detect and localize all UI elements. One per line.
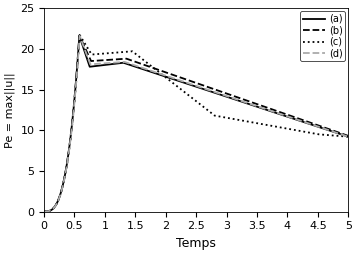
(c)	[95, 53, 99, 56]
(a)	[159, 74, 163, 77]
(b)	[77, 43, 81, 46]
(d)	[77, 47, 81, 50]
(b)	[340, 132, 345, 135]
(d)	[42, 210, 46, 213]
(a)	[172, 78, 176, 81]
(d)	[159, 73, 163, 76]
(c)	[42, 210, 46, 213]
(b)	[308, 121, 312, 124]
(a)	[42, 210, 46, 213]
(b)	[346, 134, 350, 137]
(d)	[308, 122, 312, 125]
(c)	[77, 46, 81, 50]
(a)	[77, 34, 82, 37]
(c)	[308, 131, 312, 134]
(c)	[159, 72, 163, 75]
(d)	[346, 135, 350, 138]
(b)	[42, 210, 46, 213]
(b)	[95, 59, 99, 62]
(b)	[77, 34, 82, 37]
(a)	[308, 122, 312, 125]
(b)	[172, 74, 176, 77]
(b)	[159, 69, 163, 72]
(a)	[77, 43, 81, 46]
(c)	[78, 34, 82, 37]
(a)	[340, 133, 345, 136]
(a)	[346, 135, 350, 138]
X-axis label: Temps: Temps	[176, 237, 216, 250]
Line: (c): (c)	[44, 35, 348, 212]
(d)	[78, 34, 82, 37]
(d)	[340, 133, 345, 136]
(d)	[172, 77, 176, 80]
(a)	[95, 64, 99, 67]
Legend: (a), (b), (c), (d): (a), (b), (c), (d)	[300, 11, 345, 61]
Line: (d): (d)	[44, 36, 348, 212]
(d)	[95, 62, 99, 65]
(c)	[346, 135, 350, 138]
Line: (a): (a)	[44, 36, 348, 212]
Line: (b): (b)	[44, 36, 348, 212]
Y-axis label: Pe = max||u||: Pe = max||u||	[4, 72, 15, 148]
(c)	[172, 82, 176, 85]
(c)	[340, 135, 345, 138]
